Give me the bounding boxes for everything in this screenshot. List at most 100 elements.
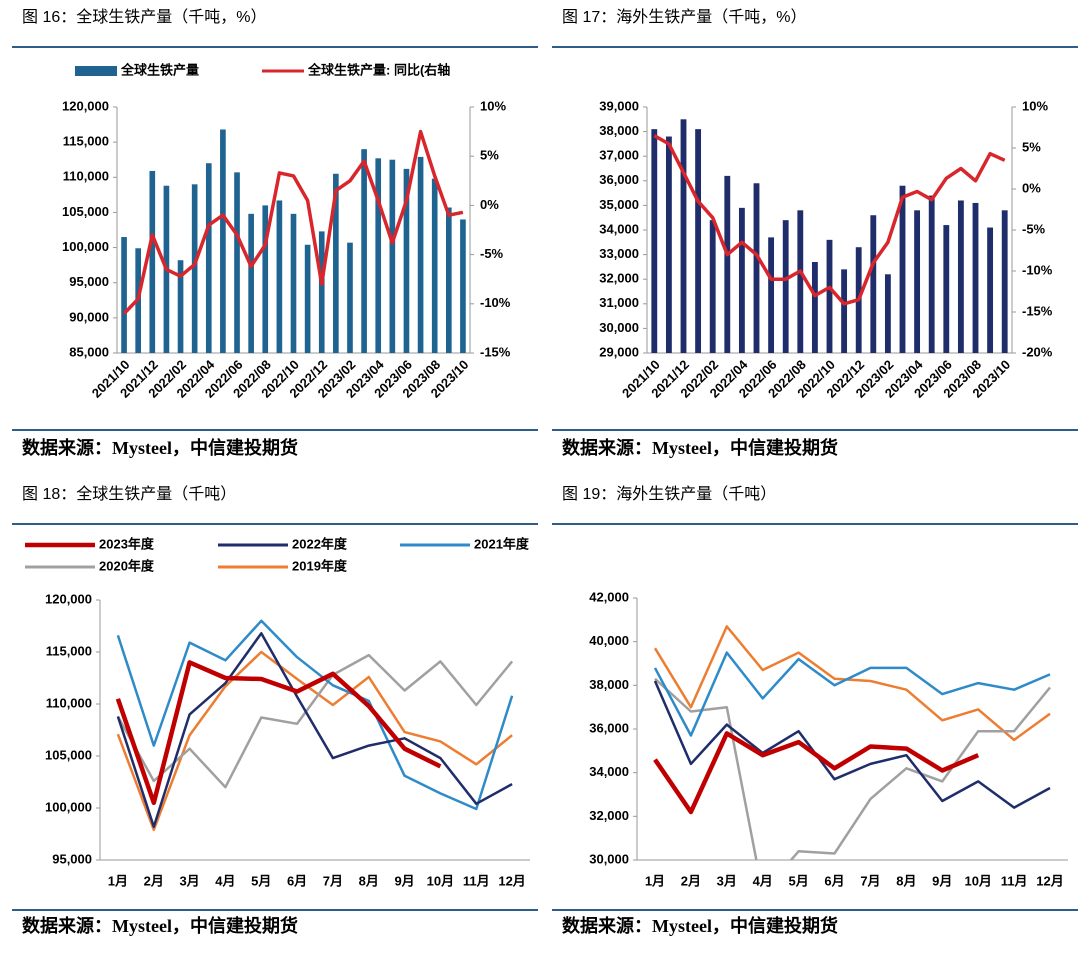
y-tick-label: 115,000	[63, 134, 109, 149]
bar	[797, 210, 804, 353]
bar	[177, 260, 184, 353]
bar	[826, 239, 833, 353]
y-tick-label: 120,000	[62, 98, 109, 113]
y-tick-label: 34,000	[599, 221, 639, 236]
y-tick-label: 85,000	[69, 344, 109, 359]
source: 数据来源：Mysteel，中信建投期货	[562, 437, 838, 458]
bar	[361, 149, 367, 353]
y-tick-label: 37,000	[599, 148, 639, 163]
series-line	[115, 660, 442, 806]
bar	[782, 220, 789, 353]
bar	[914, 210, 921, 353]
y-tick-label: 30,000	[589, 851, 629, 866]
x-tick-label: 5月	[251, 873, 271, 888]
bar	[276, 200, 283, 353]
bar	[768, 237, 775, 353]
bar	[811, 261, 818, 353]
bar	[460, 219, 466, 353]
x-tick-label: 7月	[860, 873, 880, 888]
y-tick-label: 90,000	[69, 309, 109, 324]
legend-label: 全球生铁产量	[120, 62, 199, 77]
x-tick-label: 2月	[144, 873, 164, 888]
series-line	[653, 651, 1051, 737]
x-tick-label: 4月	[753, 873, 773, 888]
x-tick-label: 3月	[179, 873, 199, 888]
x-tick-label: 5月	[789, 873, 809, 888]
legend-label: 2022年度	[292, 536, 348, 551]
series-line	[116, 632, 513, 828]
y-tick-label: 95,000	[52, 851, 92, 866]
y-tick-label: 40,000	[589, 633, 629, 648]
figure-title: 图 17：海外生铁产量（千吨，%）	[562, 8, 806, 26]
bar	[1001, 210, 1008, 353]
bar	[957, 200, 964, 353]
bar	[884, 274, 891, 353]
y-tick-label: 34,000	[589, 764, 629, 779]
y-tick-label: 100,000	[62, 239, 109, 254]
figure-title: 图 16：全球生铁产量（千吨，%）	[22, 8, 266, 26]
y-tick-label: 35,000	[599, 197, 639, 212]
bar	[972, 202, 979, 353]
series-line	[653, 680, 1051, 809]
x-tick-label: 4月	[215, 873, 235, 888]
y-tick-label: 42,000	[589, 589, 629, 604]
bar	[709, 220, 716, 353]
bar	[987, 227, 994, 353]
series-line	[122, 129, 464, 315]
x-tick-label: 12月	[1036, 873, 1063, 888]
figure-title: 图 18：全球生铁产量（千吨）	[22, 485, 236, 503]
bar	[928, 195, 935, 353]
y2-tick-label: -20%	[1022, 344, 1053, 359]
figure-title: 图 19：海外生铁产量（千吨）	[562, 485, 776, 503]
bar	[841, 269, 848, 353]
bar	[262, 205, 269, 353]
legend-label: 全球生铁产量: 同比(右轴	[307, 62, 450, 77]
y-tick-label: 36,000	[589, 720, 629, 735]
y2-tick-label: -15%	[480, 344, 511, 359]
y2-tick-label: 10%	[480, 98, 506, 113]
y-tick-label: 32,000	[589, 808, 629, 823]
y2-tick-label: 10%	[1022, 98, 1048, 113]
x-tick-label: 9月	[394, 873, 414, 888]
x-tick-label: 9月	[932, 873, 952, 888]
y-tick-label: 30,000	[599, 320, 639, 335]
bar	[149, 170, 156, 353]
y-tick-label: 120,000	[45, 591, 92, 606]
bar	[695, 129, 702, 353]
series-line	[653, 731, 980, 815]
y-tick-label: 115,000	[46, 643, 92, 658]
y2-tick-label: -5%	[1022, 221, 1046, 236]
y2-tick-label: -15%	[1022, 303, 1053, 318]
x-tick-label: 1月	[645, 873, 665, 888]
x-tick-label: 3月	[717, 873, 737, 888]
x-tick-label: 6月	[824, 873, 844, 888]
y-tick-label: 38,000	[599, 123, 639, 138]
y-tick-label: 110,000	[63, 169, 109, 184]
x-tick-label: 8月	[359, 873, 379, 888]
bar	[738, 207, 745, 353]
series-line	[116, 619, 514, 811]
series-line	[116, 650, 513, 832]
y2-tick-label: -10%	[480, 295, 511, 310]
bar	[403, 168, 410, 353]
y2-tick-label: 5%	[1022, 139, 1041, 154]
bar	[248, 213, 254, 353]
bar	[205, 163, 212, 353]
bar	[943, 225, 950, 353]
bar	[680, 119, 687, 353]
source: 数据来源：Mysteel，中信建投期货	[562, 915, 838, 936]
series-line	[116, 653, 514, 789]
y-tick-label: 33,000	[599, 246, 639, 261]
y2-tick-label: 0%	[480, 197, 499, 212]
x-tick-label: 11月	[463, 873, 490, 888]
bar	[318, 231, 325, 353]
bar	[304, 244, 311, 353]
series-line	[654, 677, 1051, 860]
y-tick-label: 31,000	[599, 295, 639, 310]
y-tick-label: 95,000	[69, 274, 109, 289]
legend-label: 2019年度	[292, 558, 348, 573]
x-tick-label: 12月	[498, 873, 525, 888]
x-tick-label: 10月	[964, 873, 991, 888]
x-tick-label: 11月	[1001, 873, 1028, 888]
